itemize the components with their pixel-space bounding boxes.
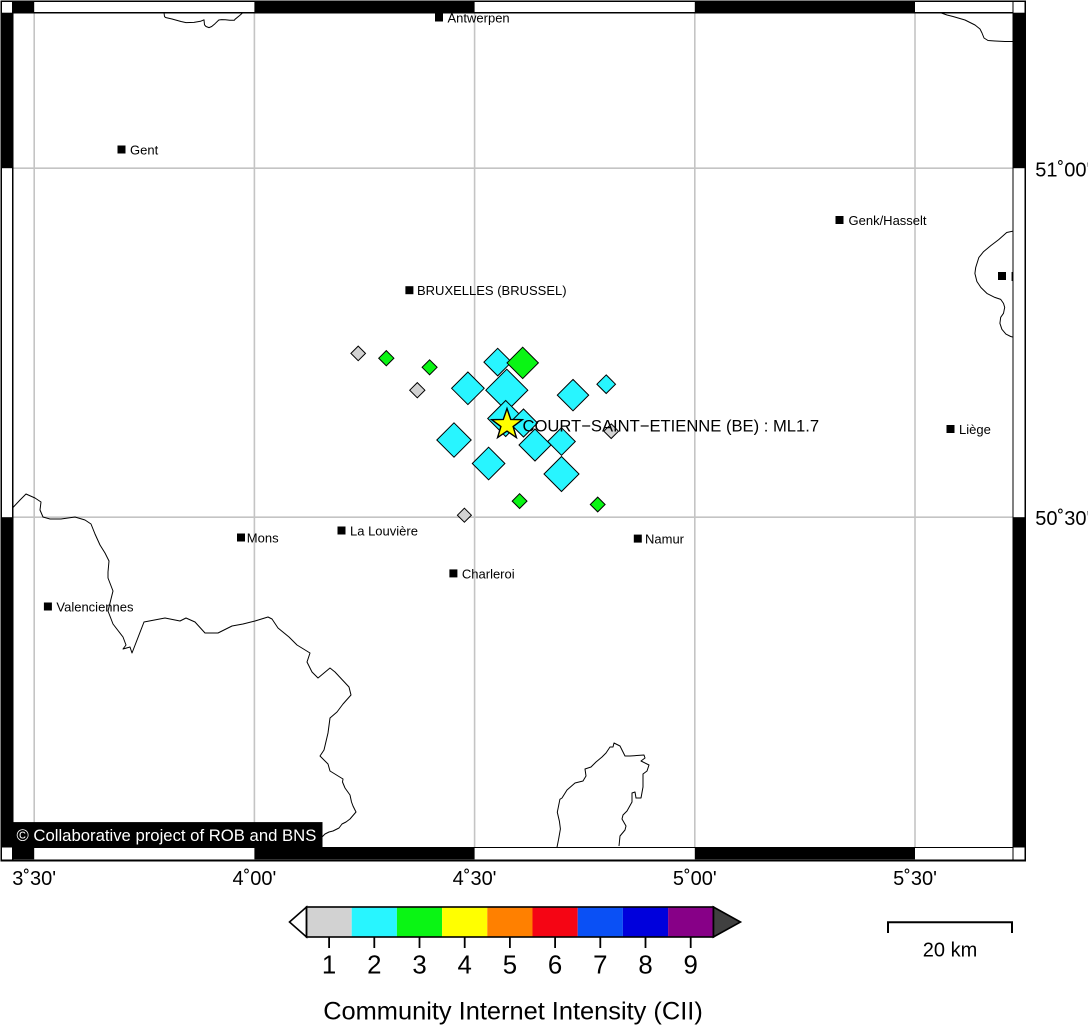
svg-text:5˚00': 5˚00' (673, 868, 717, 890)
svg-text:Maastricht: Maastricht (1011, 269, 1071, 284)
svg-text:La Louvière: La Louvière (350, 524, 418, 539)
svg-text:Namur: Namur (645, 532, 685, 547)
svg-text:© Collaborative project of ROB: © Collaborative project of ROB and BNS (17, 826, 317, 845)
svg-text:5: 5 (503, 952, 517, 980)
svg-text:BRUXELLES (BRUSSEL): BRUXELLES (BRUSSEL) (417, 283, 567, 298)
svg-text:2: 2 (367, 952, 381, 980)
svg-text:3: 3 (412, 952, 426, 980)
svg-text:7: 7 (593, 952, 607, 980)
svg-text:6: 6 (548, 952, 562, 980)
svg-text:4: 4 (458, 952, 472, 980)
svg-text:5˚30': 5˚30' (893, 868, 937, 890)
svg-text:20 km: 20 km (923, 940, 977, 962)
svg-text:1: 1 (322, 952, 336, 980)
svg-text:50˚30': 50˚30' (1035, 508, 1088, 530)
svg-text:Community Internet Intensity (: Community Internet Intensity (CII) (323, 997, 703, 1025)
svg-text:8: 8 (638, 952, 652, 980)
svg-text:Mons: Mons (247, 531, 279, 546)
svg-text:Charleroi: Charleroi (462, 566, 515, 581)
svg-text:4˚00': 4˚00' (232, 868, 276, 890)
svg-text:9: 9 (684, 952, 698, 980)
svg-text:Genk/Hasselt: Genk/Hasselt (849, 213, 927, 228)
svg-text:4˚30': 4˚30' (453, 868, 497, 890)
svg-text:51˚00': 51˚00' (1035, 159, 1088, 181)
svg-text:Liège: Liège (959, 422, 991, 437)
svg-text:Antwerpen: Antwerpen (448, 11, 510, 26)
svg-text:Valenciennes: Valenciennes (56, 600, 134, 615)
svg-text:Gent: Gent (130, 143, 159, 158)
svg-text:3˚30': 3˚30' (12, 868, 56, 890)
svg-text:COURT−SAINT−ETIENNE (BE) : ML1: COURT−SAINT−ETIENNE (BE) : ML1.7 (523, 417, 820, 436)
